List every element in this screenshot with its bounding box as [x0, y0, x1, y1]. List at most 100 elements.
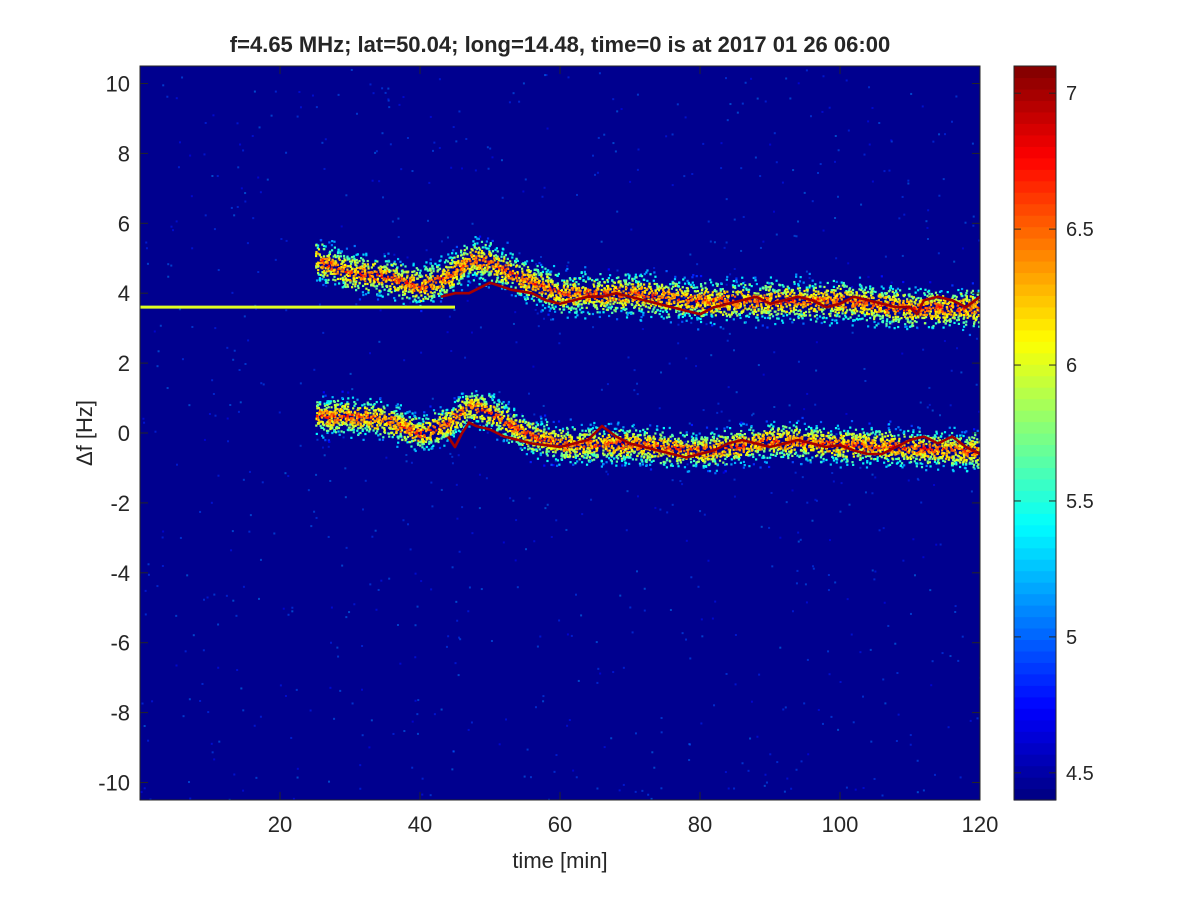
- signal-point: [771, 307, 774, 310]
- signal-point: [910, 303, 914, 306]
- signal-point: [908, 300, 911, 304]
- signal-point: [529, 276, 533, 279]
- noise-point: [516, 586, 519, 589]
- signal-point: [606, 303, 609, 306]
- signal-point: [469, 281, 472, 284]
- signal-point: [956, 304, 959, 307]
- signal-point: [641, 303, 645, 306]
- signal-point: [332, 278, 335, 281]
- noise-point: [711, 617, 714, 620]
- signal-point: [863, 304, 866, 307]
- signal-point: [641, 294, 644, 297]
- signal-point: [459, 251, 463, 254]
- signal-point: [343, 275, 346, 278]
- signal-point: [827, 295, 830, 299]
- noise-point: [143, 421, 146, 424]
- signal-point: [633, 277, 636, 280]
- noise-point: [236, 122, 239, 125]
- signal-point: [929, 303, 933, 307]
- signal-point: [978, 314, 980, 318]
- signal-point: [527, 293, 531, 296]
- signal-point: [487, 263, 490, 266]
- signal-point: [489, 254, 492, 257]
- signal-point: [679, 288, 682, 291]
- signal-point: [883, 310, 887, 314]
- signal-point: [973, 296, 976, 299]
- noise-point: [242, 709, 245, 712]
- signal-point: [473, 265, 477, 268]
- signal-point: [564, 288, 567, 292]
- signal-point: [439, 280, 442, 283]
- noise-point: [431, 397, 434, 400]
- signal-point: [845, 290, 848, 293]
- noise-point: [828, 673, 831, 676]
- signal-point: [896, 287, 900, 290]
- signal-point: [834, 296, 837, 300]
- signal-point: [618, 298, 621, 301]
- signal-point: [625, 298, 628, 301]
- signal-point: [515, 275, 518, 278]
- signal-point: [902, 313, 905, 316]
- signal-point: [938, 320, 941, 324]
- signal-point: [595, 306, 598, 309]
- noise-point: [677, 342, 680, 345]
- signal-point: [414, 273, 417, 276]
- signal-point: [853, 312, 856, 315]
- signal-point: [584, 280, 587, 283]
- signal-point: [572, 285, 575, 288]
- signal-point: [377, 266, 380, 269]
- signal-point: [612, 291, 615, 294]
- signal-point: [719, 326, 722, 329]
- noise-point: [868, 86, 871, 89]
- noise-point: [846, 598, 849, 601]
- signal-point: [570, 306, 573, 309]
- signal-point: [653, 282, 656, 286]
- signal-point: [915, 320, 918, 324]
- signal-point: [811, 297, 815, 300]
- signal-point: [954, 294, 957, 298]
- signal-point: [814, 283, 817, 286]
- signal-point: [978, 300, 980, 303]
- signal-point: [901, 303, 904, 306]
- signal-point: [841, 312, 844, 315]
- signal-point: [893, 294, 896, 297]
- signal-point: [815, 303, 819, 306]
- signal-point: [433, 291, 436, 294]
- signal-point: [557, 288, 560, 291]
- signal-point: [798, 313, 801, 316]
- signal-point: [957, 316, 960, 319]
- signal-point: [350, 271, 353, 274]
- signal-point: [794, 308, 798, 312]
- signal-point: [624, 303, 627, 307]
- noise-point: [299, 106, 302, 109]
- noise-point: [751, 414, 754, 417]
- signal-point: [545, 270, 548, 273]
- signal-point: [889, 298, 892, 301]
- signal-point: [699, 283, 703, 286]
- signal-point: [352, 283, 355, 286]
- signal-point: [767, 305, 770, 308]
- signal-point: [573, 292, 577, 295]
- signal-point: [556, 283, 559, 286]
- signal-point: [963, 302, 966, 306]
- noise-point: [671, 133, 674, 136]
- signal-point: [484, 266, 487, 269]
- signal-point: [338, 250, 341, 253]
- signal-point: [715, 309, 719, 312]
- signal-point: [346, 258, 349, 261]
- signal-point: [461, 253, 464, 256]
- signal-point: [852, 309, 855, 312]
- signal-point: [680, 290, 683, 293]
- signal-point: [757, 308, 760, 311]
- signal-point: [934, 322, 938, 325]
- signal-point: [884, 300, 887, 303]
- noise-point: [941, 652, 944, 655]
- signal-point: [443, 261, 447, 264]
- signal-point: [575, 281, 578, 284]
- signal-point: [848, 308, 852, 311]
- noise-point: [828, 539, 831, 542]
- noise-point: [796, 569, 799, 572]
- signal-point: [867, 290, 870, 294]
- signal-point: [775, 290, 779, 293]
- signal-point: [349, 279, 352, 282]
